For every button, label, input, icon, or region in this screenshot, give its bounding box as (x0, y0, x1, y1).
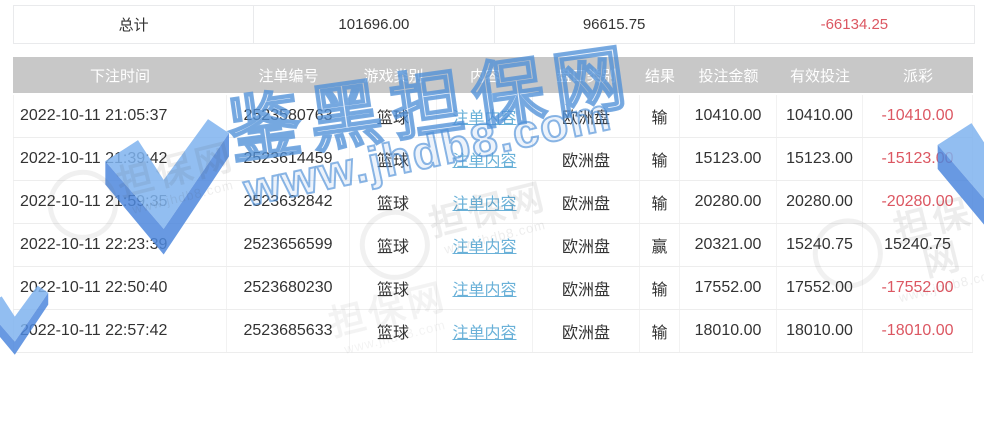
bet-id-cell: 2523580763 (227, 95, 350, 137)
payout-cell: -20280.00 (863, 181, 973, 223)
bet-amount-cell: 10410.00 (680, 95, 777, 137)
bet-time-cell: 2022-10-11 21:59:35 (13, 181, 227, 223)
bet-time-cell: 2022-10-11 22:57:42 (13, 310, 227, 352)
market-type-cell: 欧洲盘 (533, 95, 640, 137)
result-cell: 输 (640, 310, 680, 352)
market-type-cell: 欧洲盘 (533, 224, 640, 266)
table-row: 2022-10-11 21:59:35 2523632842 篮球 注单内容 欧… (13, 181, 973, 224)
records-table: 下注时间 注单编号 游戏类别 内容 盘口类别 结果 投注金额 有效投注 派彩 2022-10-1… (13, 57, 973, 353)
column-header-2: 注单编号 (258, 67, 319, 85)
column-header-4: 内容 (469, 67, 500, 85)
content-cell: 注单内容 (437, 181, 533, 223)
result-cell: 输 (640, 138, 680, 180)
payout-cell: 15240.75 (863, 224, 973, 266)
table-row: 2022-10-11 22:23:39 2523656599 篮球 注单内容 欧… (13, 224, 973, 267)
bet-time-cell: 2022-10-11 22:50:40 (13, 267, 227, 309)
summary-row: 总计 101696.00 96615.75 -66134.25 (13, 5, 975, 44)
bet-time-cell: 2022-10-11 21:05:37 (13, 95, 227, 137)
column-header-6: 结果 (644, 67, 675, 85)
bet-amount-cell: 18010.00 (680, 310, 777, 352)
summary-valid-bet-total: 96615.75 (495, 6, 735, 43)
bet-time-cell: 2022-10-11 22:23:39 (13, 224, 227, 266)
bet-id-cell: 2523685633 (227, 310, 350, 352)
column-header-8: 有效投注 (789, 67, 850, 85)
market-type-cell: 欧洲盘 (533, 267, 640, 309)
summary-total-label: 总计 (14, 6, 255, 43)
game-type-cell: 篮球 (350, 181, 437, 223)
payout-cell: -15123.00 (863, 138, 973, 180)
table-row: 2022-10-11 22:50:40 2523680230 篮球 注单内容 欧… (13, 267, 973, 310)
bet-id-cell: 2523614459 (227, 138, 350, 180)
payout-cell: -17552.00 (863, 267, 973, 309)
market-type-cell: 欧洲盘 (533, 310, 640, 352)
game-type-cell: 篮球 (350, 310, 437, 352)
valid-bet-cell: 20280.00 (777, 181, 863, 223)
table-row: 2022-10-11 22:57:42 2523685633 篮球 注单内容 欧… (13, 310, 973, 353)
bet-content-link[interactable]: 注单内容 (452, 196, 517, 213)
payout-cell: -18010.00 (863, 310, 973, 352)
valid-bet-cell: 15123.00 (777, 138, 863, 180)
game-type-cell: 篮球 (350, 138, 437, 180)
game-type-cell: 篮球 (350, 224, 437, 266)
bet-amount-cell: 20280.00 (680, 181, 777, 223)
content-cell: 注单内容 (437, 95, 533, 137)
column-header-1: 下注时间 (89, 67, 150, 85)
column-header-7: 投注金额 (698, 67, 759, 85)
game-type-cell: 篮球 (350, 267, 437, 309)
bet-id-cell: 2523680230 (227, 267, 350, 309)
result-cell: 赢 (640, 224, 680, 266)
bet-content-link[interactable]: 注单内容 (452, 325, 517, 342)
bet-id-cell: 2523632842 (227, 181, 350, 223)
column-header-3: 游戏类别 (363, 67, 424, 85)
game-type-cell: 篮球 (350, 95, 437, 137)
summary-bet-amount-total: 101696.00 (254, 6, 495, 43)
table-row: 2022-10-11 21:05:37 2523580763 篮球 注单内容 欧… (13, 95, 973, 138)
bet-content-link[interactable]: 注单内容 (452, 239, 517, 256)
content-cell: 注单内容 (437, 267, 533, 309)
summary-payout-total: -66134.25 (820, 16, 889, 33)
content-cell: 注单内容 (437, 310, 533, 352)
bet-amount-cell: 20321.00 (680, 224, 777, 266)
bet-amount-cell: 15123.00 (680, 138, 777, 180)
table-header-row: 下注时间 注单编号 游戏类别 内容 盘口类别 结果 投注金额 有效投注 派彩 (13, 57, 973, 93)
valid-bet-cell: 10410.00 (777, 95, 863, 137)
payout-cell: -10410.00 (863, 95, 973, 137)
valid-bet-cell: 18010.00 (777, 310, 863, 352)
bet-id-cell: 2523656599 (227, 224, 350, 266)
bet-content-link[interactable]: 注单内容 (452, 282, 517, 299)
content-cell: 注单内容 (437, 138, 533, 180)
market-type-cell: 欧洲盘 (533, 181, 640, 223)
market-type-cell: 欧洲盘 (533, 138, 640, 180)
valid-bet-cell: 17552.00 (777, 267, 863, 309)
bet-amount-cell: 17552.00 (680, 267, 777, 309)
result-cell: 输 (640, 181, 680, 223)
bet-content-link[interactable]: 注单内容 (452, 153, 517, 170)
bet-time-cell: 2022-10-11 21:39:42 (13, 138, 227, 180)
table-row: 2022-10-11 21:39:42 2523614459 篮球 注单内容 欧… (13, 138, 973, 181)
content-cell: 注单内容 (437, 224, 533, 266)
bet-content-link[interactable]: 注单内容 (452, 110, 517, 127)
table-body: 2022-10-11 21:05:37 2523580763 篮球 注单内容 欧… (13, 95, 973, 353)
result-cell: 输 (640, 267, 680, 309)
column-header-9: 派彩 (902, 67, 933, 85)
column-header-5: 盘口类别 (556, 67, 617, 85)
valid-bet-cell: 15240.75 (777, 224, 863, 266)
result-cell: 输 (640, 95, 680, 137)
